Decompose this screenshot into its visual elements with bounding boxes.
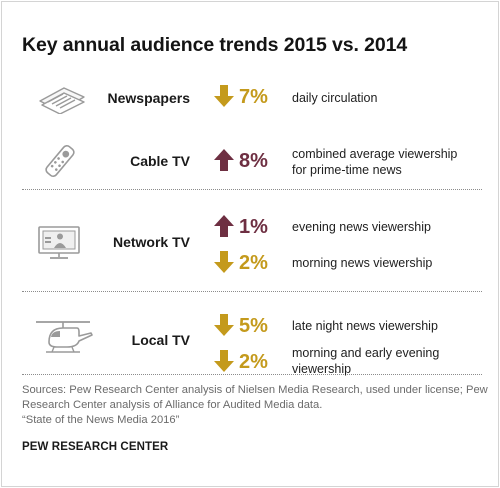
down-arrow-shape [214, 85, 234, 107]
down-arrow-icon [214, 85, 234, 107]
chart-title: Key annual audience trends 2015 vs. 2014 [22, 34, 408, 56]
metric-line: morning and early evening [292, 346, 440, 360]
up-arrow-icon [214, 149, 234, 171]
change-value: 8% [239, 150, 268, 172]
metric-line: daily circulation [292, 91, 378, 105]
newspaper-icon [39, 87, 85, 114]
medium-label-newspapers: Newspapers [107, 90, 190, 106]
metric-line: late night news viewership [292, 319, 438, 333]
metric-line: for prime-time news [292, 163, 402, 177]
news-helicopter-icon [36, 321, 93, 353]
change-value: 7% [239, 86, 268, 108]
metric-description: evening news viewership [292, 219, 431, 235]
down-arrow-shape [214, 314, 234, 336]
change-value: 1% [239, 216, 268, 238]
source-note: Sources: Pew Research Center analysis of… [22, 383, 488, 428]
down-arrow-icon [214, 251, 234, 273]
down-arrow-shape [214, 350, 234, 372]
credit-label: PEW RESEARCH CENTER [22, 441, 169, 453]
medium-label-network-tv: Network TV [112, 234, 190, 250]
up-arrow-shape [214, 215, 234, 237]
medium-label-local-tv: Local TV [131, 332, 190, 348]
source-line: Sources: Pew Research Center analysis of… [22, 384, 488, 396]
metric-line: morning news viewership [292, 256, 433, 270]
down-arrow-icon [214, 314, 234, 336]
metric-line: evening news viewership [292, 220, 431, 234]
metric-line: combined average viewership [292, 147, 458, 161]
section-divider [22, 374, 482, 375]
change-value: 5% [239, 315, 268, 337]
metric-description: morning and early evening viewership [292, 345, 439, 377]
down-arrow-icon [214, 350, 234, 372]
medium-label-cable-tv: Cable TV [130, 153, 190, 169]
tv-monitor-icon [38, 226, 80, 259]
metric-description: morning news viewership [292, 255, 432, 271]
change-value: 2% [239, 351, 268, 373]
change-value: 2% [239, 252, 268, 274]
metric-description: late night news viewership [292, 318, 438, 334]
section-divider [22, 189, 482, 190]
metric-description: combined average viewership for prime-ti… [292, 146, 457, 178]
metric-line: viewership [292, 362, 352, 376]
source-line: “State of the News Media 2016” [22, 414, 180, 426]
up-arrow-icon [214, 215, 234, 237]
metric-description: daily circulation [292, 90, 377, 106]
remote-control-icon [45, 144, 75, 178]
section-divider [22, 291, 482, 292]
up-arrow-shape [214, 149, 234, 171]
source-line: Research Center analysis of Alliance for… [22, 399, 323, 411]
down-arrow-shape [214, 251, 234, 273]
